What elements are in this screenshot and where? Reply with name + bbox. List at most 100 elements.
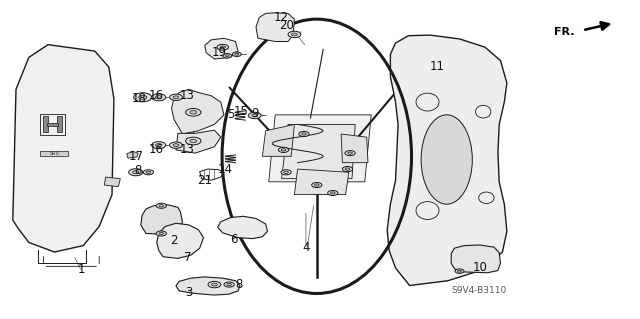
Polygon shape — [341, 134, 368, 163]
Circle shape — [132, 171, 139, 174]
Circle shape — [224, 282, 234, 287]
Polygon shape — [127, 152, 138, 158]
Circle shape — [208, 281, 221, 288]
Circle shape — [288, 31, 301, 38]
Ellipse shape — [421, 115, 472, 204]
Text: 2: 2 — [170, 234, 178, 247]
Text: 16: 16 — [148, 89, 164, 102]
Polygon shape — [176, 130, 221, 153]
Text: 1: 1 — [78, 263, 86, 276]
FancyBboxPatch shape — [43, 116, 48, 132]
Text: 10: 10 — [472, 261, 488, 274]
Text: 8: 8 — [235, 278, 243, 291]
Circle shape — [129, 169, 143, 176]
Circle shape — [156, 203, 166, 208]
Polygon shape — [141, 205, 182, 234]
Circle shape — [159, 232, 164, 235]
Circle shape — [458, 270, 461, 272]
Circle shape — [281, 149, 286, 151]
Text: 5: 5 — [227, 108, 234, 121]
FancyBboxPatch shape — [58, 116, 62, 132]
Circle shape — [225, 55, 229, 57]
Circle shape — [211, 283, 218, 286]
Circle shape — [284, 171, 289, 174]
Circle shape — [186, 108, 201, 116]
Circle shape — [139, 95, 147, 99]
Circle shape — [190, 111, 196, 114]
Circle shape — [312, 182, 322, 188]
Circle shape — [170, 142, 182, 148]
Text: 4: 4 — [302, 241, 310, 254]
Circle shape — [330, 192, 335, 194]
Polygon shape — [294, 169, 349, 195]
Circle shape — [156, 231, 166, 236]
Circle shape — [159, 204, 164, 207]
Polygon shape — [157, 223, 204, 258]
Circle shape — [152, 94, 166, 101]
Text: 21: 21 — [197, 174, 212, 187]
Polygon shape — [13, 45, 114, 252]
Text: 6: 6 — [230, 234, 237, 246]
Text: 13: 13 — [179, 89, 195, 102]
FancyBboxPatch shape — [47, 123, 58, 126]
Circle shape — [252, 114, 258, 117]
Circle shape — [345, 151, 355, 156]
Circle shape — [301, 133, 307, 135]
Circle shape — [173, 144, 179, 146]
Text: 16: 16 — [148, 143, 164, 156]
Text: 14: 14 — [218, 163, 233, 176]
Text: SRS: SRS — [49, 151, 60, 156]
Circle shape — [227, 283, 232, 286]
Text: 7: 7 — [184, 251, 191, 264]
Text: 13: 13 — [179, 143, 195, 156]
Circle shape — [220, 46, 225, 48]
Polygon shape — [387, 35, 507, 286]
Circle shape — [143, 170, 154, 175]
Text: 18: 18 — [131, 93, 147, 105]
Polygon shape — [218, 216, 268, 239]
Circle shape — [134, 93, 152, 102]
Polygon shape — [205, 38, 238, 59]
Circle shape — [345, 168, 350, 170]
Circle shape — [299, 131, 309, 137]
Polygon shape — [451, 245, 500, 273]
Circle shape — [217, 44, 228, 50]
Circle shape — [173, 96, 179, 99]
Polygon shape — [176, 277, 240, 295]
Circle shape — [348, 152, 353, 154]
Text: S9V4-B3110: S9V4-B3110 — [451, 286, 506, 295]
Polygon shape — [172, 89, 224, 134]
Text: 3: 3 — [185, 286, 193, 299]
Text: 12: 12 — [274, 11, 289, 24]
Circle shape — [342, 167, 353, 172]
Circle shape — [190, 139, 196, 143]
Circle shape — [248, 112, 261, 119]
Circle shape — [170, 94, 182, 100]
Text: 20: 20 — [278, 19, 294, 32]
Circle shape — [156, 144, 162, 147]
Circle shape — [278, 147, 289, 152]
Circle shape — [156, 96, 162, 99]
Circle shape — [232, 52, 241, 56]
Text: 9: 9 — [251, 107, 259, 120]
Circle shape — [152, 142, 166, 149]
Polygon shape — [104, 177, 120, 187]
Text: 8: 8 — [134, 164, 141, 177]
Circle shape — [314, 184, 319, 186]
FancyBboxPatch shape — [40, 151, 68, 156]
Polygon shape — [256, 13, 294, 41]
Circle shape — [146, 171, 151, 174]
Circle shape — [281, 170, 291, 175]
Text: 15: 15 — [233, 105, 248, 118]
Circle shape — [186, 137, 201, 145]
Text: 11: 11 — [429, 61, 445, 73]
Circle shape — [328, 190, 338, 196]
Text: FR.: FR. — [554, 27, 575, 37]
Circle shape — [235, 53, 239, 55]
Polygon shape — [269, 115, 371, 182]
Polygon shape — [282, 124, 355, 179]
Circle shape — [223, 54, 232, 58]
Text: 19: 19 — [211, 46, 227, 59]
Circle shape — [292, 33, 298, 36]
Circle shape — [455, 269, 464, 273]
